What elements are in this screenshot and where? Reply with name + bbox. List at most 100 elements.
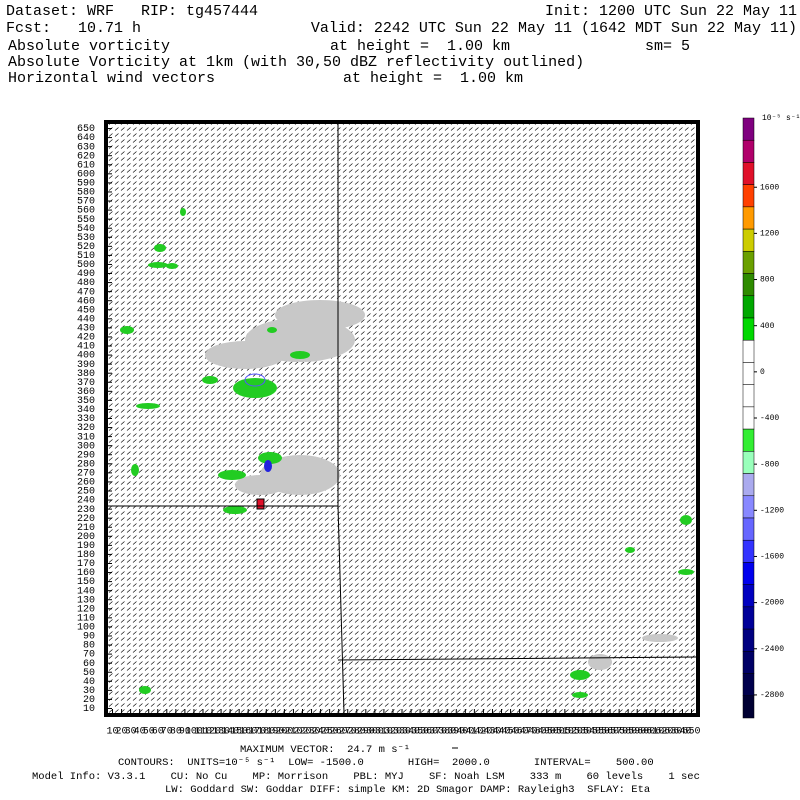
field-height: at height = 1.00 km <box>330 38 510 55</box>
x-tick-label: 410 <box>465 727 483 738</box>
y-tick-label: 360 <box>77 387 95 398</box>
y-tick-label: 160 <box>77 568 95 579</box>
vorticity-max <box>256 498 265 510</box>
y-tick-label: 330 <box>77 414 95 425</box>
y-tick-label: 80 <box>83 641 95 652</box>
x-tick-label: 360 <box>420 727 438 738</box>
y-tick-label: 570 <box>77 197 95 208</box>
x-tick-label: 390 <box>447 727 465 738</box>
x-tick-label: 160 <box>239 727 257 738</box>
colorbar-swatch <box>742 539 755 563</box>
y-tick-label: 580 <box>77 188 95 199</box>
x-tick-label: 500 <box>547 727 565 738</box>
colorbar: 10⁻⁵ s⁻¹ 1600 1200 800 400 0 -400 -800 -1200 -160… <box>742 114 800 719</box>
colorbar-swatch <box>742 162 755 185</box>
colorbar-label: 400 <box>760 322 775 331</box>
colorbar-swatch <box>742 317 755 341</box>
model-info: Model Info: V3.3.1 CU: No Cu MP: Morriso… <box>32 771 700 783</box>
colorbar-swatch <box>742 295 755 319</box>
x-tick-label: 200 <box>275 727 293 738</box>
x-tick-label: 640 <box>673 727 691 738</box>
x-tick-label: 610 <box>646 727 664 738</box>
colorbar-swatch <box>742 584 755 608</box>
x-tick-label: 190 <box>266 727 284 738</box>
x-tick-label: 380 <box>438 727 456 738</box>
y-tick-label: 140 <box>77 586 95 597</box>
y-tick-label: 250 <box>77 487 95 498</box>
x-tick-label: 70 <box>161 727 173 738</box>
y-tick-label: 380 <box>77 369 95 380</box>
x-tick-label: 280 <box>348 727 366 738</box>
field-name: Absolute vorticity <box>8 38 170 55</box>
vector-field: Horizontal wind vectors <box>8 70 215 87</box>
x-tick-label: 110 <box>194 727 212 738</box>
field-description: Absolute Vorticity at 1km (with 30,50 dB… <box>8 54 584 71</box>
colorbar-swatch <box>742 206 755 230</box>
x-tick-label: 350 <box>411 727 429 738</box>
y-tick-label: 470 <box>77 287 95 298</box>
colorbar-label: -1600 <box>760 553 784 562</box>
x-tick-label: 400 <box>456 727 474 738</box>
y-tick-label: 180 <box>77 550 95 561</box>
y-tick-label: 70 <box>83 650 95 661</box>
colorbar-label: 800 <box>760 276 775 285</box>
y-tick-label: 390 <box>77 360 95 371</box>
x-tick-label: 120 <box>203 727 221 738</box>
colorbar-label: -1200 <box>760 506 784 515</box>
x-tick-label: 290 <box>357 727 375 738</box>
x-tick-label: 420 <box>474 727 492 738</box>
negative-vorticity <box>264 460 272 472</box>
colorbar-swatch <box>742 273 755 297</box>
colorbar-label: -2000 <box>760 599 784 608</box>
x-tick-label: 180 <box>257 727 275 738</box>
reflectivity-areas <box>205 300 678 670</box>
y-tick-label: 320 <box>77 423 95 434</box>
y-tick-label: 240 <box>77 496 95 507</box>
y-tick-label: 40 <box>83 677 95 688</box>
x-tick-label: 460 <box>511 727 529 738</box>
x-tick-label: 340 <box>402 727 420 738</box>
colorbar-swatch <box>742 362 755 385</box>
y-tick-label: 90 <box>83 632 95 643</box>
colorbar-swatch <box>742 673 755 697</box>
y-tick-label: 190 <box>77 541 95 552</box>
y-tick-label: 400 <box>77 351 95 362</box>
y-tick-label: 520 <box>77 242 95 253</box>
y-tick-label: 540 <box>77 224 95 235</box>
y-tick-label: 410 <box>77 342 95 353</box>
valid-time: Valid: 2242 UTC Sun 22 May 11 (1642 MDT … <box>311 20 797 37</box>
colorbar-label: 1200 <box>760 229 779 238</box>
x-tick-label: 430 <box>483 727 501 738</box>
y-tick-label: 220 <box>77 514 95 525</box>
y-tick-label: 300 <box>77 441 95 452</box>
x-tick-label: 30 <box>125 727 137 738</box>
x-tick-label: 530 <box>574 727 592 738</box>
colorbar-label: 0 <box>760 368 765 377</box>
y-tick-label: 630 <box>77 142 95 153</box>
colorbar-label: -400 <box>760 414 779 423</box>
x-tick-label: 470 <box>520 727 538 738</box>
max-vector: MAXIMUM VECTOR: 24.7 m s⁻¹ <box>240 744 410 756</box>
y-tick-label: 450 <box>77 305 95 316</box>
forecast-hour: Fcst: 10.71 h <box>6 20 141 37</box>
y-tick-label: 210 <box>77 523 95 534</box>
y-tick-label: 280 <box>77 459 95 470</box>
x-tick-label: 170 <box>248 727 266 738</box>
y-tick-label: 20 <box>83 695 95 706</box>
colorbar-unit: 10⁻⁵ s⁻¹ <box>762 114 800 123</box>
x-tick-label: 230 <box>303 727 321 738</box>
x-tick-label: 10 <box>107 727 119 738</box>
x-tick-label: 330 <box>393 727 411 738</box>
colorbar-swatch <box>742 251 755 274</box>
smoothing: sm= 5 <box>645 38 690 55</box>
colorbar-swatch <box>742 451 755 474</box>
x-tick-label: 130 <box>212 727 230 738</box>
y-tick-label: 230 <box>77 505 95 516</box>
x-tick-label: 60 <box>152 727 164 738</box>
y-tick-label: 260 <box>77 478 95 489</box>
y-tick-label: 500 <box>77 260 95 271</box>
x-tick-label: 630 <box>664 727 682 738</box>
y-tick-label: 340 <box>77 405 95 416</box>
colorbar-swatch <box>742 117 755 141</box>
